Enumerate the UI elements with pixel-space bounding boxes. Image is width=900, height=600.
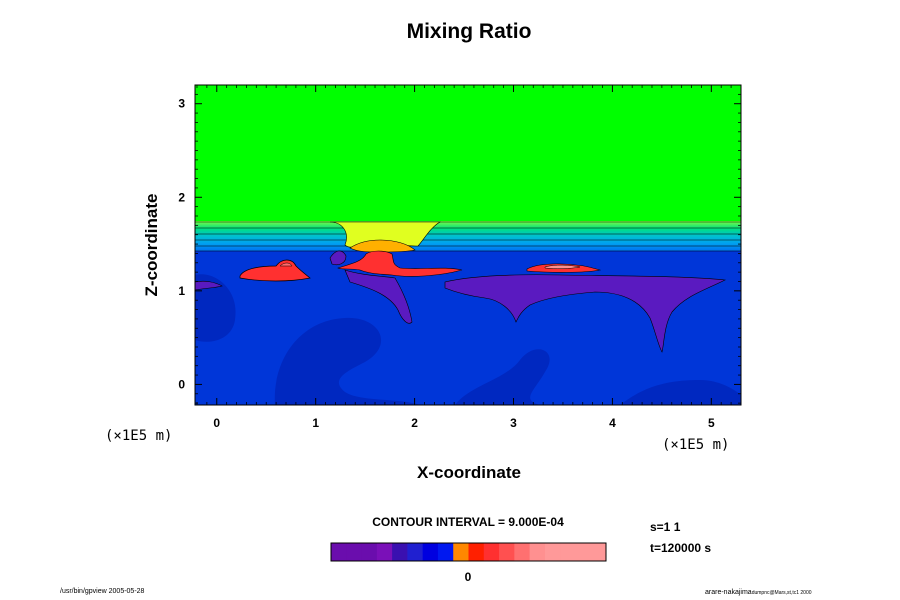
x-tick-label: 0 (213, 416, 220, 430)
colorbar-swatch (437, 543, 454, 561)
colorbar-swatch (499, 543, 515, 561)
footer-left-text: /usr/bin/gpview 2005-05-28 (60, 588, 145, 595)
colorbar-swatch (483, 543, 500, 561)
left-purple-edge (195, 280, 223, 291)
chart-title: Mixing Ratio (407, 20, 532, 43)
y-axis-label: Z-coordinate (142, 194, 161, 297)
footer-source: dumpnc@Mars,st,tc1 2000 (751, 590, 812, 596)
left-red-blob (239, 259, 311, 282)
x-tick-label: 5 (708, 416, 715, 430)
colorbar-swatch (376, 543, 393, 561)
colorbar-swatch (544, 543, 561, 561)
contour-interval-label: CONTOUR INTERVAL = 9.000E-04 (372, 515, 564, 529)
y-tick-label: 2 (178, 190, 185, 204)
colorbar-swatch (331, 543, 347, 561)
colorbar-swatch (422, 543, 439, 561)
info-time-label: t=120000 s (650, 541, 711, 555)
colorbar-swatch (590, 543, 607, 561)
colorbar-swatch (346, 543, 363, 561)
plume-dark-region (344, 269, 413, 324)
x-left-unit-label: (×1E5 m) (105, 428, 172, 444)
contour-lines (195, 221, 741, 252)
x-axis: 0 1 2 3 4 5 (196, 85, 742, 430)
colorbar-swatch (453, 543, 469, 561)
right-red-blob-inner (544, 264, 581, 269)
info-step-label: s=1 1 (650, 520, 681, 534)
colorbar-swatch (468, 543, 485, 561)
y-tick-label: 3 (178, 97, 185, 111)
dark-swirl-region (274, 317, 420, 405)
colorbar-swatch (392, 543, 408, 561)
x-tick-label: 2 (411, 416, 418, 430)
x-axis-label: X-coordinate (417, 463, 521, 482)
dark-swirl-region (195, 274, 236, 342)
left-red-blob-inner (279, 262, 293, 267)
y-tick-label: 1 (178, 284, 185, 298)
colorbar-swatch (514, 543, 531, 561)
y-axis: 0 1 2 3 (178, 93, 741, 404)
plot-frame (194, 84, 742, 406)
x-tick-label: 3 (510, 416, 517, 430)
colorbar-swatch (361, 543, 378, 561)
plume-dark-region (329, 250, 347, 266)
y-tick-label: 0 (178, 377, 185, 391)
right-purple-layer (444, 274, 727, 353)
x-tick-label: 4 (609, 416, 616, 430)
contour-field (195, 85, 741, 405)
colorbar-swatch (529, 543, 546, 561)
colorbar-swatch (560, 543, 576, 561)
footer-author: arare-nakajima (705, 589, 752, 596)
transition-bands (195, 221, 741, 251)
colorbar-swatch (575, 543, 592, 561)
dark-swirl-region (455, 349, 550, 405)
footer-right-text: arare-nakajimadumpnc@Mars,st,tc1 2000 (705, 589, 812, 596)
dark-swirl-region (620, 380, 741, 405)
colorbar-frame (330, 542, 607, 562)
colorbar-zero-label: 0 (465, 570, 472, 584)
colorbar (331, 543, 607, 561)
plume-red-region (337, 250, 463, 277)
upper-layer-region (195, 85, 741, 222)
x-right-unit-label: (×1E5 m) (662, 437, 729, 453)
colorbar-swatch (407, 543, 424, 561)
x-tick-label: 1 (312, 416, 319, 430)
